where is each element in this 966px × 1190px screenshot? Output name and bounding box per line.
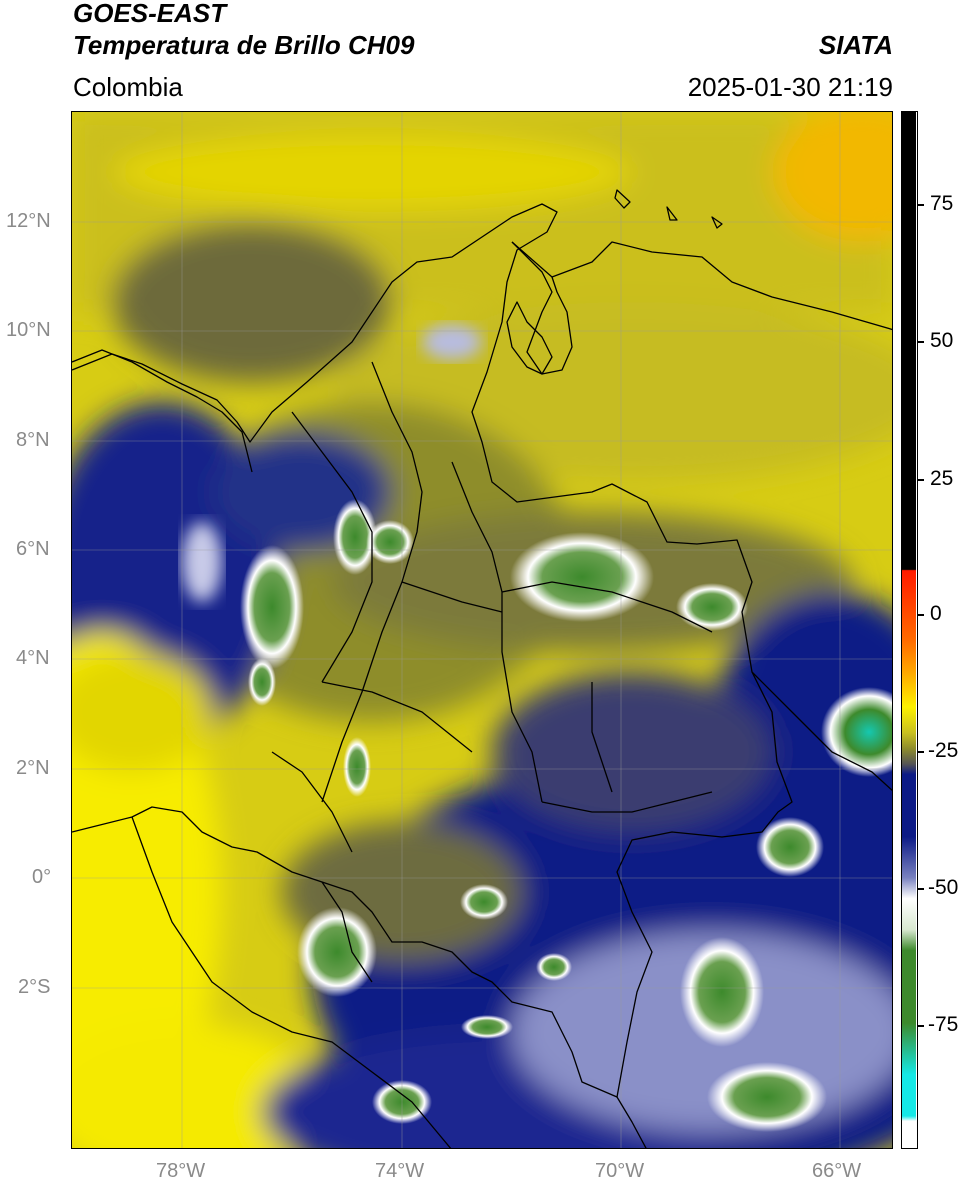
cb-tick-mark-0 [918, 614, 924, 616]
region-label: Colombia [73, 72, 183, 102]
lat-tick-12n: 12°N [6, 210, 51, 232]
cb-label-50: 50 [930, 329, 954, 352]
lon-tick-78w: 78°W [156, 1160, 206, 1182]
lat-tick-10n: 10°N [6, 319, 51, 341]
brand-label: SIATA [818, 30, 893, 60]
cb-label-25: 25 [930, 467, 954, 490]
cb-label-neg25: -25 [928, 739, 959, 762]
graticule [72, 112, 892, 1148]
cb-tick-mark-50 [918, 341, 924, 343]
lat-tick-2s: 2°S [18, 976, 51, 998]
lat-tick-2n: 2°N [16, 757, 50, 779]
cb-label-neg75: -75 [928, 1013, 959, 1036]
lon-tick-66w: 66°W [812, 1160, 862, 1182]
lon-tick-70w: 70°W [595, 1160, 645, 1182]
cb-tick-mark-25 [918, 479, 924, 481]
lat-tick-6n: 6°N [16, 538, 50, 560]
colorbar [901, 111, 918, 1149]
satellite-map[interactable] [71, 111, 893, 1149]
cb-tick-mark-neg75 [918, 1025, 924, 1027]
cb-tick-mark-neg50 [918, 888, 924, 890]
map-canvas [72, 112, 892, 1148]
cb-label-0: 0 [930, 602, 942, 625]
lon-tick-74w: 74°W [375, 1160, 425, 1182]
cb-tick-mark-75 [918, 204, 924, 206]
product-title: Temperatura de Brillo CH09 [73, 30, 415, 60]
country-borders [72, 189, 892, 1148]
cb-tick-mark-neg25 [918, 751, 924, 753]
lat-tick-4n: 4°N [16, 647, 50, 669]
satellite-title: GOES-EAST [73, 0, 227, 28]
lat-tick-0: 0° [32, 866, 52, 888]
temperature-field [72, 112, 892, 1148]
datetime-label: 2025-01-30 21:19 [687, 72, 893, 102]
cb-label-75: 75 [930, 192, 954, 215]
cloud-cells [182, 324, 892, 1132]
lat-tick-8n: 8°N [16, 429, 50, 451]
colorbar-gradient [902, 112, 916, 1147]
cb-label-neg50: -50 [928, 876, 959, 899]
